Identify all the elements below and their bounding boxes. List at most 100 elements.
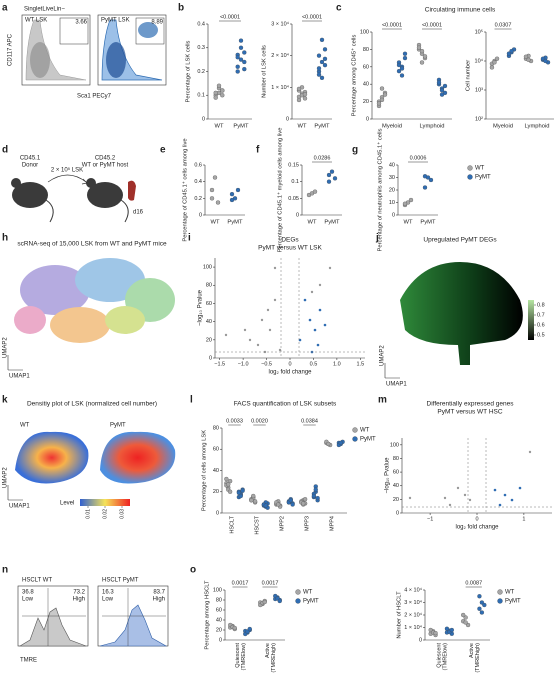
y-tick-label: 0.1 xyxy=(197,93,205,99)
x-tick-label: Active(TMREhigh) xyxy=(469,643,481,673)
dot xyxy=(379,86,385,91)
dot xyxy=(277,598,282,604)
gate-label: High xyxy=(153,597,165,603)
dot xyxy=(489,65,495,70)
y-tick-label: 10² xyxy=(475,116,483,122)
axis xyxy=(371,32,452,120)
dot xyxy=(302,92,308,97)
p-value: 0.0017 xyxy=(262,580,279,586)
y-tick-label: 0 xyxy=(219,637,222,643)
colorbar-label: 0.6 xyxy=(537,322,545,328)
flow-plot xyxy=(97,14,167,86)
y-tick-label: 0 xyxy=(286,116,289,122)
x-tick-label: Lymphoid xyxy=(525,124,550,130)
panel-title: Differentially expressed genes xyxy=(427,401,515,408)
donor-label: Donor xyxy=(22,163,38,169)
y-tick-label: 3 × 10⁴ xyxy=(271,20,289,27)
dot xyxy=(319,37,325,42)
dot xyxy=(311,493,317,499)
legend-label: PyMT xyxy=(475,175,491,181)
plot-name: WT xyxy=(20,423,30,429)
dot xyxy=(227,478,233,484)
panel-letter: l xyxy=(190,395,193,406)
panel-letter: d xyxy=(2,145,8,156)
legend-label: WT xyxy=(303,590,313,596)
dot xyxy=(416,45,422,50)
axis-label: UMAP2 xyxy=(3,467,9,488)
threshold xyxy=(402,438,552,513)
x-tick-label: WT xyxy=(210,220,219,226)
y-tick-label: 40 xyxy=(393,483,399,489)
dot xyxy=(262,599,267,605)
p-value: 0.0384 xyxy=(301,418,318,424)
dot xyxy=(477,606,482,611)
x-tick-label: Active(TMREhigh) xyxy=(265,643,277,673)
p-value: 0.0017 xyxy=(232,580,249,586)
y-tick-label: 0.15 xyxy=(288,162,299,168)
panel-letter: c xyxy=(336,3,342,14)
y-tick-label: 0.4 xyxy=(194,179,202,185)
y-tick-label: 40 xyxy=(216,617,222,623)
dot xyxy=(419,60,425,65)
y-tick-label: 0.2 xyxy=(194,196,202,202)
y-tick-label: 1 × 10⁴ xyxy=(271,84,289,91)
y-tick-label: 80 xyxy=(216,597,222,603)
x-tick-label: Myeloid xyxy=(493,124,513,130)
panel-subtitle: PyMT versus WT HSC xyxy=(437,409,502,416)
y-tick-label: 10⁴ xyxy=(475,57,484,64)
x-tick-label: MPP3 xyxy=(305,516,311,531)
legend-label: PyMT xyxy=(505,599,521,605)
dot xyxy=(399,73,405,78)
dot xyxy=(492,60,497,65)
density xyxy=(15,431,89,484)
host: CD45.2 xyxy=(95,156,116,162)
x-tick-label: WT xyxy=(214,124,223,130)
dot xyxy=(439,92,445,97)
y-tick-label: 40 xyxy=(206,319,212,325)
gate-label: Low xyxy=(22,597,34,603)
dot xyxy=(461,612,466,618)
y-tick-label: 2 × 10⁴ xyxy=(404,611,422,618)
x-tick-label: 0 xyxy=(475,516,478,522)
gate-label: Low xyxy=(102,597,114,603)
y-tick-label: 0 xyxy=(366,116,369,122)
plot-name: HSCLT WT xyxy=(22,578,52,584)
dot xyxy=(399,66,405,71)
transfer: 2 × 10⁵ LSK xyxy=(51,167,83,174)
dot xyxy=(422,54,428,59)
y-tick-label: 0 xyxy=(392,212,395,218)
dot xyxy=(238,38,244,43)
panel-letter: j xyxy=(375,233,379,244)
dot xyxy=(232,625,237,631)
legend-label: PyMT xyxy=(360,437,376,443)
dot xyxy=(213,95,218,100)
gate xyxy=(135,17,165,45)
legend-swatch xyxy=(295,598,301,604)
axis-label: Percentage of LSK cells xyxy=(186,40,192,102)
flow-density xyxy=(25,19,163,81)
dot xyxy=(402,55,408,61)
panel-title: scRNA-seq of 15,000 LSK from WT and PyMT… xyxy=(17,241,167,248)
panel-letter: f xyxy=(256,145,260,156)
day: d16 xyxy=(133,210,144,216)
axis-label: Percentage of cells among LSK xyxy=(202,430,208,511)
y-tick-label: 10⁵ xyxy=(475,28,483,35)
dot xyxy=(316,72,322,77)
dot xyxy=(238,57,244,62)
y-tick-label: 3 × 10⁴ xyxy=(404,599,422,606)
gate xyxy=(22,588,166,646)
panel-letter: a xyxy=(2,3,8,14)
level-label: 0.02 xyxy=(102,509,108,519)
axis-label: Percentage of CD45.1⁺ cells among live xyxy=(182,138,189,241)
umap xyxy=(14,258,175,343)
y-tick-label: 40 xyxy=(363,82,369,88)
dot xyxy=(249,498,254,503)
y-tick-label: 0.05 xyxy=(288,196,299,202)
y-tick-label: 0 xyxy=(296,212,299,218)
y-tick-label: 0 xyxy=(396,510,399,516)
axis-label: UMAP2 xyxy=(380,345,386,366)
dot xyxy=(240,488,245,493)
axis-label: Cell number xyxy=(466,60,472,91)
axis-label: TMRE xyxy=(20,658,37,664)
